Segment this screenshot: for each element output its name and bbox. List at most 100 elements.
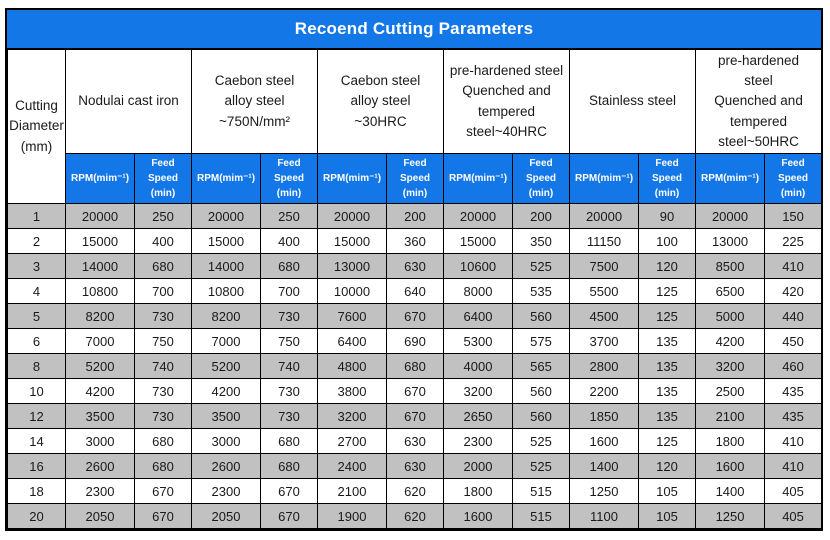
subheader-rpm: RPM(mim⁻¹)	[695, 153, 766, 204]
rpm-cell: 2600	[191, 453, 261, 479]
feed-speed-cell: 225	[764, 228, 823, 254]
rpm-cell: 5200	[65, 353, 135, 379]
feed-speed-cell: 440	[764, 303, 823, 329]
feed-speed-cell: 560	[511, 403, 571, 429]
rpm-cell: 8200	[191, 303, 261, 329]
rpm-cell: 2100	[317, 478, 387, 504]
rpm-cell: 4200	[191, 378, 261, 404]
feed-speed-cell: 135	[638, 353, 697, 379]
feed-speed-cell: 680	[134, 453, 192, 479]
feed-speed-cell: 200	[511, 203, 571, 229]
rpm-cell: 4200	[65, 378, 135, 404]
table-row: 4 10800 700 10800 700 10000 640 8000 535 5500 125 6…	[7, 278, 823, 304]
diameter-cell: 20	[7, 503, 66, 529]
subheader-rpm: RPM(mim⁻¹)	[191, 153, 261, 204]
rpm-cell: 2200	[569, 378, 640, 404]
feed-speed-cell: 410	[764, 428, 823, 454]
feed-speed-cell: 630	[386, 453, 444, 479]
rpm-cell: 6400	[443, 303, 513, 329]
subheader-rpm: RPM(mim⁻¹)	[569, 153, 640, 204]
diameter-cell: 5	[7, 303, 66, 329]
feed-speed-cell: 120	[638, 453, 697, 479]
feed-speed-cell: 360	[386, 228, 444, 254]
feed-speed-cell: 135	[638, 328, 697, 354]
feed-speed-cell: 105	[638, 503, 697, 529]
feed-speed-cell: 670	[386, 378, 444, 404]
rpm-cell: 3500	[191, 403, 261, 429]
table-title: Recoend Cutting Parameters	[7, 10, 821, 49]
subheader-rpm: RPM(mim⁻¹)	[317, 153, 387, 204]
diameter-cell: 16	[7, 453, 66, 479]
feed-speed-cell: 730	[260, 303, 318, 329]
material-header-nodular-cast-iron: Nodulai cast iron	[65, 49, 192, 154]
rpm-cell: 14000	[65, 253, 135, 279]
table-row: 1 20000 250 20000 250 20000 200 20000 200 20000 90…	[7, 203, 823, 229]
feed-speed-cell: 670	[134, 478, 192, 504]
feed-speed-cell: 630	[386, 253, 444, 279]
feed-speed-cell: 525	[511, 428, 571, 454]
material-header-prehardened-50hrc: pre-hardened steel Quenched and tempered…	[695, 49, 823, 154]
rpm-cell: 3500	[65, 403, 135, 429]
cutting-parameters-table: Cutting Diameter (mm) Nodulai cast iron …	[7, 49, 823, 529]
feed-speed-cell: 750	[134, 328, 192, 354]
rpm-cell: 2400	[317, 453, 387, 479]
subheader-rpm: RPM(mim⁻¹)	[443, 153, 513, 204]
table-row: 10 4200 730 4200 730 3800 670 3200 560 2200 135 250…	[7, 378, 823, 404]
rpm-cell: 20000	[569, 203, 640, 229]
feed-speed-cell: 680	[260, 428, 318, 454]
rpm-cell: 20000	[65, 203, 135, 229]
table-row: 20 2050 670 2050 670 1900 620 1600 515 1100 105 125…	[7, 503, 823, 529]
rpm-cell: 4800	[317, 353, 387, 379]
rpm-cell: 3000	[65, 428, 135, 454]
rpm-cell: 4000	[443, 353, 513, 379]
rpm-cell: 1250	[695, 503, 766, 529]
diameter-cell: 8	[7, 353, 66, 379]
rpm-cell: 3200	[695, 353, 766, 379]
rpm-cell: 2600	[65, 453, 135, 479]
feed-speed-cell: 420	[764, 278, 823, 304]
feed-speed-cell: 400	[134, 228, 192, 254]
rpm-cell: 20000	[317, 203, 387, 229]
rpm-cell: 2050	[191, 503, 261, 529]
feed-speed-cell: 680	[260, 453, 318, 479]
rpm-cell: 10000	[317, 278, 387, 304]
table-row: 14 3000 680 3000 680 2700 630 2300 525 1600 125 180…	[7, 428, 823, 454]
rpm-cell: 13000	[695, 228, 766, 254]
rpm-cell: 3200	[317, 403, 387, 429]
rpm-cell: 3000	[191, 428, 261, 454]
rpm-cell: 2000	[443, 453, 513, 479]
rpm-cell: 20000	[191, 203, 261, 229]
feed-speed-cell: 405	[764, 503, 823, 529]
rpm-cell: 2100	[695, 403, 766, 429]
feed-speed-cell: 670	[386, 403, 444, 429]
rpm-cell: 6500	[695, 278, 766, 304]
rpm-cell: 5300	[443, 328, 513, 354]
table-row: 3 14000 680 14000 680 13000 630 10600 525 7500 120…	[7, 253, 823, 279]
feed-speed-cell: 565	[511, 353, 571, 379]
feed-speed-cell: 680	[260, 253, 318, 279]
rpm-cell: 5000	[695, 303, 766, 329]
rpm-cell: 3700	[569, 328, 640, 354]
feed-speed-cell: 730	[134, 403, 192, 429]
rpm-cell: 6400	[317, 328, 387, 354]
feed-speed-cell: 730	[134, 303, 192, 329]
feed-speed-cell: 125	[638, 278, 697, 304]
rpm-cell: 1100	[569, 503, 640, 529]
feed-speed-cell: 100	[638, 228, 697, 254]
table-row: 5 8200 730 8200 730 7600 670 6400 560 4500 125 5000…	[7, 303, 823, 329]
feed-speed-cell: 150	[764, 203, 823, 229]
feed-speed-cell: 690	[386, 328, 444, 354]
feed-speed-cell: 405	[764, 478, 823, 504]
feed-speed-cell: 680	[134, 253, 192, 279]
feed-speed-cell: 700	[260, 278, 318, 304]
diameter-cell: 12	[7, 403, 66, 429]
feed-speed-cell: 680	[134, 428, 192, 454]
rpm-cell: 8500	[695, 253, 766, 279]
material-header-carbon-alloy-30hrc: Caebon steel alloy steel ~30HRC	[317, 49, 444, 154]
rpm-cell: 15000	[443, 228, 513, 254]
feed-speed-cell: 630	[386, 428, 444, 454]
feed-speed-cell: 120	[638, 253, 697, 279]
rpm-cell: 4200	[695, 328, 766, 354]
rpm-cell: 8000	[443, 278, 513, 304]
table-row: 16 2600 680 2600 680 2400 630 2000 525 1400 120 160…	[7, 453, 823, 479]
